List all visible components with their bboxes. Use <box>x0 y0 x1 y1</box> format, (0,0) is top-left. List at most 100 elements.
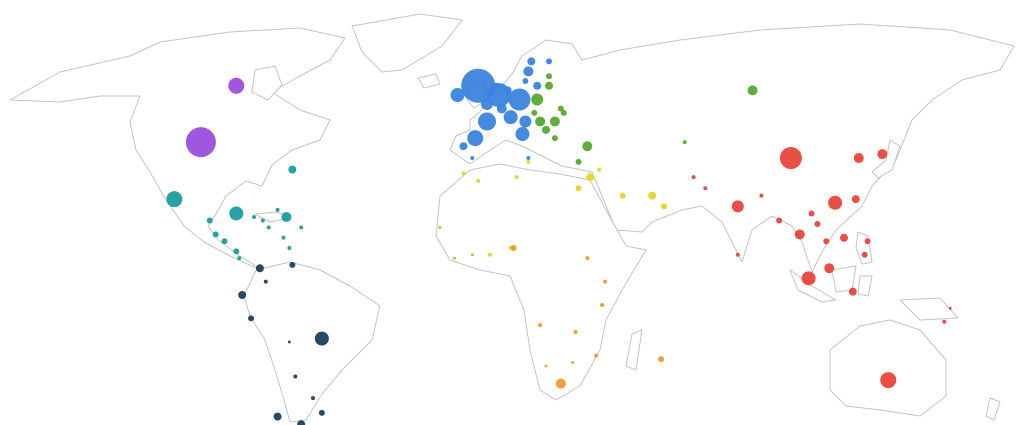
bubble <box>582 141 593 152</box>
bubble <box>851 195 860 204</box>
bubble <box>299 225 304 230</box>
bubble <box>492 82 499 89</box>
bubble <box>470 253 474 257</box>
bubble <box>510 245 517 252</box>
iceland <box>417 73 441 89</box>
bubble <box>585 256 590 261</box>
bubble <box>523 66 534 77</box>
bubble <box>759 193 764 198</box>
bubble <box>266 225 271 230</box>
greenland <box>351 13 463 73</box>
bubble <box>586 173 595 182</box>
bubble <box>206 217 213 224</box>
bubble <box>311 396 315 401</box>
bubble <box>503 110 518 125</box>
land-layer <box>9 13 1015 423</box>
bubble <box>864 238 871 245</box>
bubble <box>461 171 466 176</box>
bubble <box>682 140 687 145</box>
bubble <box>877 149 888 160</box>
bubble <box>438 226 442 229</box>
bubble <box>560 109 567 116</box>
bubble <box>238 291 247 299</box>
madagascar <box>625 329 643 371</box>
bubble <box>297 420 306 425</box>
bubble <box>779 147 802 170</box>
bubble <box>557 105 564 112</box>
bubble <box>519 115 532 128</box>
bubble <box>814 220 821 227</box>
bubble <box>691 175 696 180</box>
bubble <box>467 130 484 147</box>
bubble <box>237 256 242 261</box>
bubble <box>594 353 599 358</box>
bubble <box>551 135 558 142</box>
bubble <box>281 235 286 240</box>
indonesia <box>789 265 959 321</box>
bubble <box>221 238 228 245</box>
south-america <box>243 261 381 423</box>
bubble <box>948 306 952 310</box>
bubble <box>252 214 256 219</box>
bubble <box>248 315 255 322</box>
bubble <box>535 116 546 127</box>
bubble <box>228 77 245 94</box>
philippines <box>855 231 873 265</box>
bubble <box>575 185 582 192</box>
bubble <box>776 217 783 224</box>
bubble <box>942 319 947 324</box>
bubble <box>508 88 531 111</box>
bubble <box>603 279 608 284</box>
bubble <box>703 186 708 191</box>
bubble <box>661 203 668 210</box>
bubble <box>538 323 543 328</box>
bubble <box>453 256 457 260</box>
bubble <box>808 210 815 217</box>
bubble <box>527 57 536 66</box>
bubble <box>503 86 512 95</box>
bubble <box>880 372 897 389</box>
bubble <box>731 200 744 213</box>
bubble <box>735 252 740 257</box>
bubble <box>619 192 626 199</box>
bubble <box>526 156 531 161</box>
bubble <box>533 81 542 90</box>
bubble <box>573 329 578 334</box>
bubble <box>555 378 566 389</box>
bubble <box>794 229 805 240</box>
bubble <box>287 340 291 344</box>
bubble <box>260 218 265 223</box>
australia <box>829 319 947 417</box>
bubble <box>481 98 494 111</box>
bubble <box>853 153 864 164</box>
bubble <box>273 412 282 421</box>
bubble <box>470 156 475 161</box>
bubble <box>185 127 216 158</box>
bubble <box>861 251 868 258</box>
bubble <box>318 409 325 416</box>
bubble <box>823 238 830 245</box>
africa <box>435 163 647 401</box>
bubble <box>600 303 605 308</box>
bubble-layer <box>166 57 952 425</box>
bubble <box>515 127 530 142</box>
bubble <box>571 361 575 364</box>
bubble <box>522 78 529 85</box>
bubble <box>314 331 329 346</box>
bubble <box>544 364 548 368</box>
eurasia <box>449 23 1015 273</box>
bubble <box>289 261 296 268</box>
bubble <box>549 116 560 127</box>
bubble <box>546 58 552 65</box>
bubble <box>747 85 758 96</box>
bubble <box>450 88 465 103</box>
bubble <box>212 231 219 238</box>
bubble <box>478 112 497 131</box>
north-america <box>9 27 346 271</box>
bubble <box>840 233 848 242</box>
bubble <box>293 374 298 379</box>
bubble <box>546 73 552 80</box>
bubble <box>488 252 492 257</box>
